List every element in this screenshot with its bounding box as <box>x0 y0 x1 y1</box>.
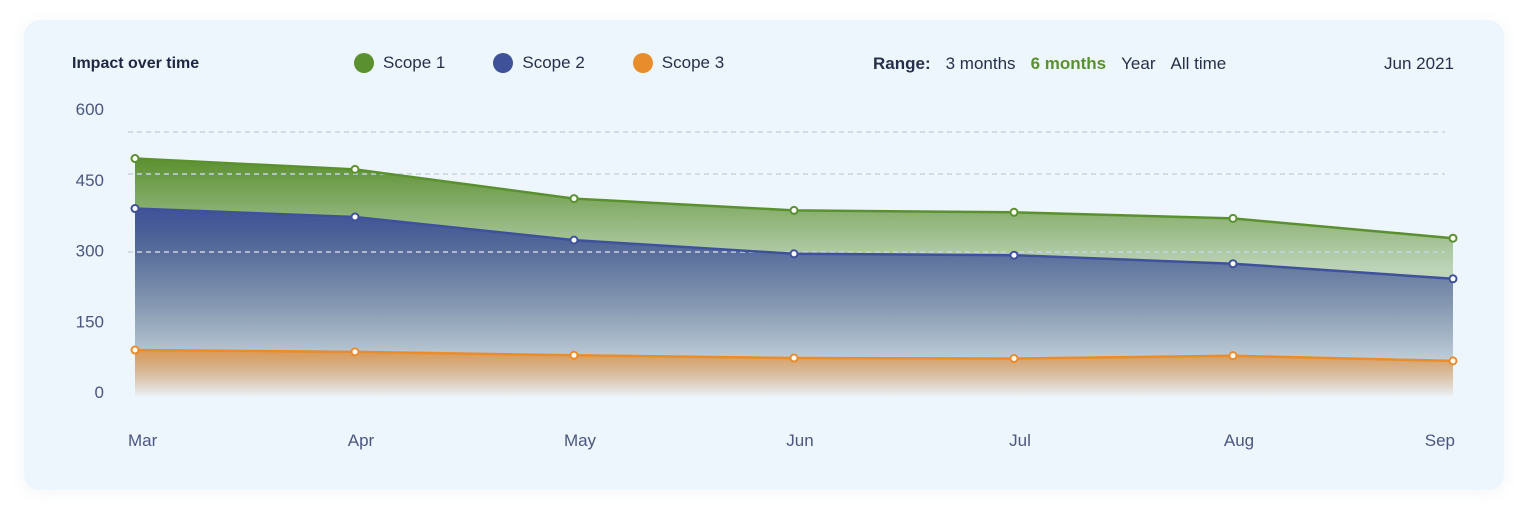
point-scope-2-jun[interactable] <box>789 249 799 259</box>
legend-label-scope-1: Scope 1 <box>383 53 446 72</box>
legend-label-scope-2: Scope 2 <box>522 53 585 72</box>
point-scope-3-may[interactable] <box>569 350 579 360</box>
point-scope-1-jun[interactable] <box>789 205 799 215</box>
scope-3-dot-icon <box>632 53 653 73</box>
point-scope-1-aug[interactable] <box>1228 213 1238 223</box>
range-option-6-months[interactable]: 6 months <box>1030 54 1107 73</box>
y-tick-label: 150 <box>76 312 104 331</box>
legend-item-scope-3[interactable]: Scope 3 <box>632 53 725 73</box>
point-scope-1-mar[interactable] <box>130 154 140 164</box>
point-scope-3-apr[interactable] <box>350 347 360 357</box>
point-scope-2-aug[interactable] <box>1228 259 1238 269</box>
y-tick-label: 0 <box>95 383 104 402</box>
point-scope-1-may[interactable] <box>569 194 579 204</box>
point-scope-2-sep[interactable] <box>1448 274 1458 284</box>
area-scope-2 <box>135 208 1453 398</box>
area-scope-3 <box>135 350 1453 398</box>
point-scope-1-apr[interactable] <box>350 164 360 174</box>
point-scope-3-mar[interactable] <box>130 345 140 355</box>
legend-label-scope-3: Scope 3 <box>661 53 725 72</box>
legend: Scope 1 Scope 2 Scope 3 <box>354 53 772 73</box>
point-scope-2-jul[interactable] <box>1009 250 1019 260</box>
point-scope-2-apr[interactable] <box>350 212 360 222</box>
range-selector: Range: 3 months 6 months Year All time <box>873 54 1241 74</box>
point-scope-2-may[interactable] <box>569 235 579 245</box>
legend-item-scope-1[interactable]: Scope 1 <box>354 53 445 73</box>
chart-title: Impact over time <box>72 55 200 72</box>
point-scope-1-sep[interactable] <box>1448 233 1458 243</box>
point-scope-2-mar[interactable] <box>130 204 140 214</box>
point-scope-3-sep[interactable] <box>1448 356 1458 366</box>
x-tick-label: Aug <box>1224 431 1254 450</box>
legend-item-scope-2[interactable]: Scope 2 <box>493 53 585 73</box>
x-tick-label: Apr <box>348 431 375 450</box>
y-tick-label: 600 <box>76 100 104 119</box>
scope-2-dot-icon <box>493 53 514 73</box>
scope-1-dot-icon <box>354 53 374 73</box>
range-label: Range: <box>873 54 931 73</box>
point-scope-3-jun[interactable] <box>789 353 799 363</box>
range-option-year[interactable]: Year <box>1121 54 1156 73</box>
x-tick-label: Jun <box>786 431 813 450</box>
date-label: Jun 2021 <box>1384 54 1454 73</box>
y-tick-label: 450 <box>76 171 104 190</box>
range-option-3-months[interactable]: 3 months <box>945 54 1016 73</box>
point-scope-3-aug[interactable] <box>1228 351 1238 361</box>
point-scope-3-jul[interactable] <box>1009 354 1019 364</box>
x-tick-label: Sep <box>1425 431 1455 450</box>
x-tick-label: Jul <box>1009 431 1031 450</box>
x-tick-label: Mar <box>128 431 158 450</box>
range-option-all-time[interactable]: All time <box>1170 54 1227 73</box>
x-tick-label: May <box>564 431 597 450</box>
point-scope-1-jul[interactable] <box>1009 207 1019 217</box>
y-tick-label: 300 <box>76 242 104 261</box>
